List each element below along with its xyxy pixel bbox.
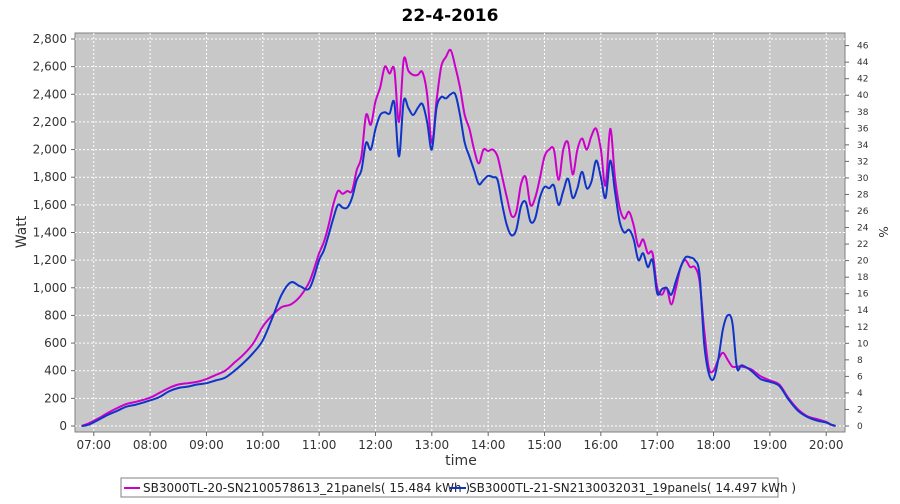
y-tick-label: 1,000 <box>33 281 67 295</box>
y-tick-label: 2,200 <box>33 115 67 129</box>
y-tick-label: 1,200 <box>33 253 67 267</box>
x-axis-label: time <box>445 453 477 469</box>
legend-box <box>120 477 779 498</box>
x-tick-label: 10:00 <box>246 438 281 452</box>
x-tick-label: 19:00 <box>753 438 788 452</box>
y-axis-label: Watt <box>14 215 30 248</box>
y-tick-label: 2,400 <box>33 87 67 101</box>
x-tick-label: 14:00 <box>471 438 506 452</box>
y2-tick-label: 8 <box>857 356 863 366</box>
y2-axis-label: % <box>876 226 890 237</box>
y2-tick-label: 26 <box>857 207 869 217</box>
y-tick-label: 0 <box>59 419 67 433</box>
x-tick-label: 07:00 <box>76 438 111 452</box>
y-tick-label: 400 <box>44 364 67 378</box>
legend-items: SB3000TL-20-SN2100578613_21panels( 15.48… <box>124 481 796 495</box>
y2-tick-label: 22 <box>857 240 868 250</box>
y-tick-label: 1,600 <box>33 198 67 212</box>
y2-tick-label: 30 <box>857 174 869 184</box>
y-tick-label: 600 <box>44 336 67 350</box>
y2-tick-label: 16 <box>857 290 869 300</box>
legend-label-2: SB3000TL-21-SN2130032031_19panels( 14.49… <box>469 481 796 495</box>
y2-tick-label: 20 <box>857 257 869 267</box>
x-tick-label: 08:00 <box>133 438 168 452</box>
y-tick-label: 2,800 <box>33 32 67 46</box>
axes: 02004006008001,0001,2001,4001,6001,8002,… <box>33 32 869 452</box>
chart-title: 22-4-2016 <box>402 6 499 26</box>
y2-tick-label: 46 <box>857 42 869 52</box>
legend: SB3000TL-20-SN2100578613_21panels( 15.48… <box>120 477 796 498</box>
x-tick-label: 15:00 <box>527 438 562 452</box>
y2-tick-label: 36 <box>857 124 869 134</box>
y2-tick-label: 34 <box>857 141 869 151</box>
x-tick-label: 16:00 <box>584 438 619 452</box>
y2-tick-label: 2 <box>857 405 863 415</box>
x-tick-label: 17:00 <box>640 438 675 452</box>
y-tick-label: 1,800 <box>33 170 67 184</box>
y-tick-label: 800 <box>44 308 67 322</box>
y-tick-label: 2,000 <box>33 143 67 157</box>
y2-tick-label: 14 <box>857 306 869 316</box>
x-tick-label: 20:00 <box>809 438 844 452</box>
x-tick-label: 09:00 <box>189 438 224 452</box>
y2-tick-label: 24 <box>857 224 869 234</box>
y2-tick-label: 32 <box>857 157 868 167</box>
y2-tick-label: 42 <box>857 75 868 85</box>
legend-label-1: SB3000TL-20-SN2100578613_21panels( 15.48… <box>143 481 470 495</box>
series-lines <box>81 48 836 427</box>
y2-tick-label: 12 <box>857 323 868 333</box>
y2-tick-label: 6 <box>857 372 863 382</box>
y-tick-label: 1,400 <box>33 226 67 240</box>
x-tick-label: 12:00 <box>358 438 393 452</box>
x-tick-label: 11:00 <box>302 438 337 452</box>
y2-tick-label: 10 <box>857 339 869 349</box>
grid <box>75 33 845 432</box>
y2-tick-label: 4 <box>857 389 863 399</box>
y2-tick-label: 18 <box>857 273 869 283</box>
series-line-2 <box>81 91 836 427</box>
y2-tick-label: 0 <box>857 422 863 432</box>
x-tick-label: 18:00 <box>696 438 731 452</box>
y-tick-label: 2,600 <box>33 60 67 74</box>
y2-tick-label: 28 <box>857 190 869 200</box>
series-line-1 <box>81 48 836 427</box>
y-tick-label: 200 <box>44 391 67 405</box>
y2-tick-label: 44 <box>857 58 869 68</box>
y2-tick-label: 38 <box>857 108 869 118</box>
y2-tick-label: 40 <box>857 91 869 101</box>
x-tick-label: 13:00 <box>415 438 450 452</box>
